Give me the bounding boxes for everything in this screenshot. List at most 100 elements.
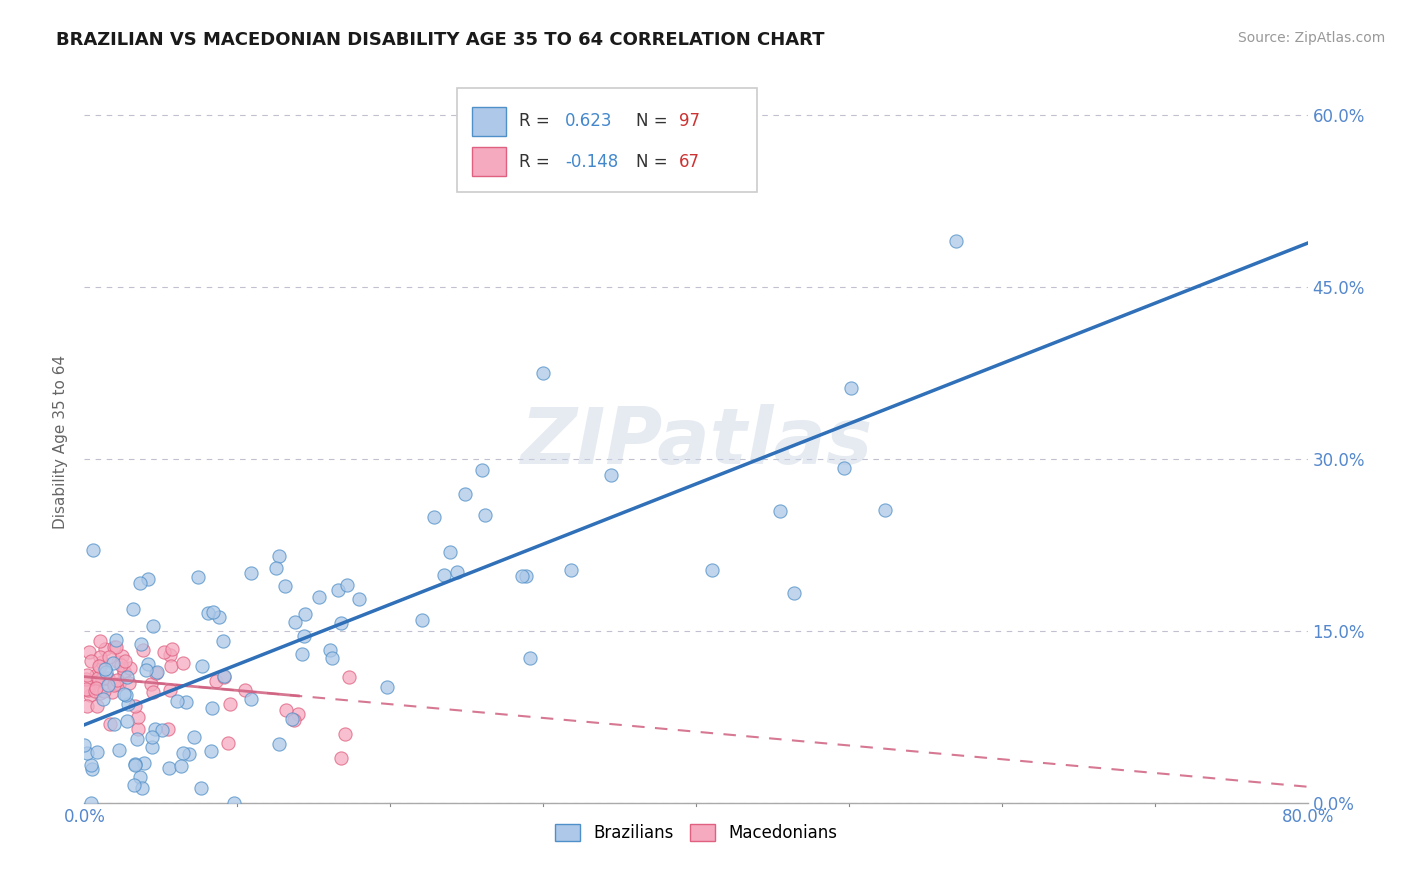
- Point: [112, 664, 135, 678]
- Point: [82, 543, 104, 558]
- Point: [127, 723, 149, 737]
- Point: [212, 634, 235, 648]
- Point: [103, 678, 125, 692]
- Point: [118, 661, 141, 675]
- Point: [135, 663, 157, 677]
- Point: [183, 730, 205, 744]
- Point: [84, 668, 107, 682]
- Point: [98, 716, 121, 731]
- Point: [108, 743, 131, 757]
- Point: [146, 665, 169, 679]
- Point: [124, 699, 146, 714]
- Point: [86, 698, 108, 713]
- Point: [201, 701, 224, 715]
- Point: [600, 467, 623, 482]
- Text: R =: R =: [519, 153, 554, 171]
- Point: [79, 757, 101, 772]
- Point: [239, 692, 262, 706]
- Point: [177, 747, 200, 761]
- Point: [143, 722, 166, 736]
- Point: [112, 687, 135, 701]
- Point: [190, 780, 212, 795]
- Point: [97, 671, 120, 685]
- Point: [145, 666, 167, 681]
- Point: [90, 656, 112, 670]
- Point: [159, 658, 181, 673]
- Point: [274, 579, 297, 593]
- Text: N =: N =: [636, 153, 673, 171]
- Point: [423, 509, 446, 524]
- Point: [136, 572, 159, 586]
- Point: [79, 688, 101, 702]
- Point: [157, 722, 180, 736]
- Point: [86, 745, 108, 759]
- Point: [103, 717, 125, 731]
- Point: [191, 658, 214, 673]
- Point: [267, 549, 290, 563]
- Point: [127, 731, 149, 746]
- Point: [141, 677, 163, 691]
- Point: [291, 647, 314, 661]
- FancyBboxPatch shape: [472, 107, 506, 136]
- Point: [274, 703, 297, 717]
- Point: [115, 714, 138, 729]
- Point: [141, 740, 163, 755]
- Point: [93, 684, 115, 698]
- Point: [132, 756, 155, 771]
- Point: [128, 771, 150, 785]
- Point: [510, 569, 533, 583]
- Point: [107, 655, 129, 669]
- Point: [128, 575, 150, 590]
- Point: [87, 671, 110, 685]
- Point: [122, 777, 145, 791]
- Point: [122, 602, 145, 616]
- Point: [91, 672, 114, 686]
- Point: [115, 670, 138, 684]
- Point: [98, 649, 121, 664]
- Point: [832, 461, 855, 475]
- Point: [91, 691, 114, 706]
- Point: [208, 610, 231, 624]
- Point: [519, 651, 541, 665]
- Point: [197, 607, 219, 621]
- Point: [87, 674, 110, 689]
- Point: [335, 727, 357, 741]
- Point: [131, 781, 153, 796]
- Point: [104, 632, 127, 647]
- Point: [172, 746, 194, 760]
- Point: [446, 565, 468, 579]
- FancyBboxPatch shape: [457, 87, 758, 193]
- Point: [118, 676, 141, 690]
- Point: [89, 650, 111, 665]
- Point: [150, 723, 173, 737]
- Text: BRAZILIAN VS MACEDONIAN DISABILITY AGE 35 TO 64 CORRELATION CHART: BRAZILIAN VS MACEDONIAN DISABILITY AGE 3…: [56, 31, 825, 49]
- Point: [103, 640, 125, 655]
- Point: [235, 682, 257, 697]
- Point: [97, 678, 120, 692]
- Point: [218, 736, 240, 750]
- Point: [283, 713, 305, 727]
- Point: [142, 684, 165, 698]
- Point: [124, 758, 146, 772]
- Point: [172, 656, 194, 670]
- Point: [337, 670, 360, 684]
- Point: [875, 503, 897, 517]
- Point: [76, 746, 98, 760]
- Point: [222, 796, 245, 810]
- Point: [335, 578, 357, 592]
- Point: [214, 670, 236, 684]
- Point: [76, 668, 98, 682]
- Point: [264, 561, 287, 575]
- Point: [326, 582, 349, 597]
- Point: [80, 654, 103, 668]
- Point: [94, 642, 117, 657]
- Y-axis label: Disability Age 35 to 64: Disability Age 35 to 64: [53, 354, 69, 529]
- Point: [108, 677, 131, 691]
- Point: [89, 686, 111, 700]
- Text: R =: R =: [519, 112, 554, 130]
- Text: 97: 97: [679, 112, 700, 130]
- Point: [454, 486, 477, 500]
- Point: [515, 569, 537, 583]
- Point: [129, 637, 152, 651]
- Point: [105, 673, 128, 688]
